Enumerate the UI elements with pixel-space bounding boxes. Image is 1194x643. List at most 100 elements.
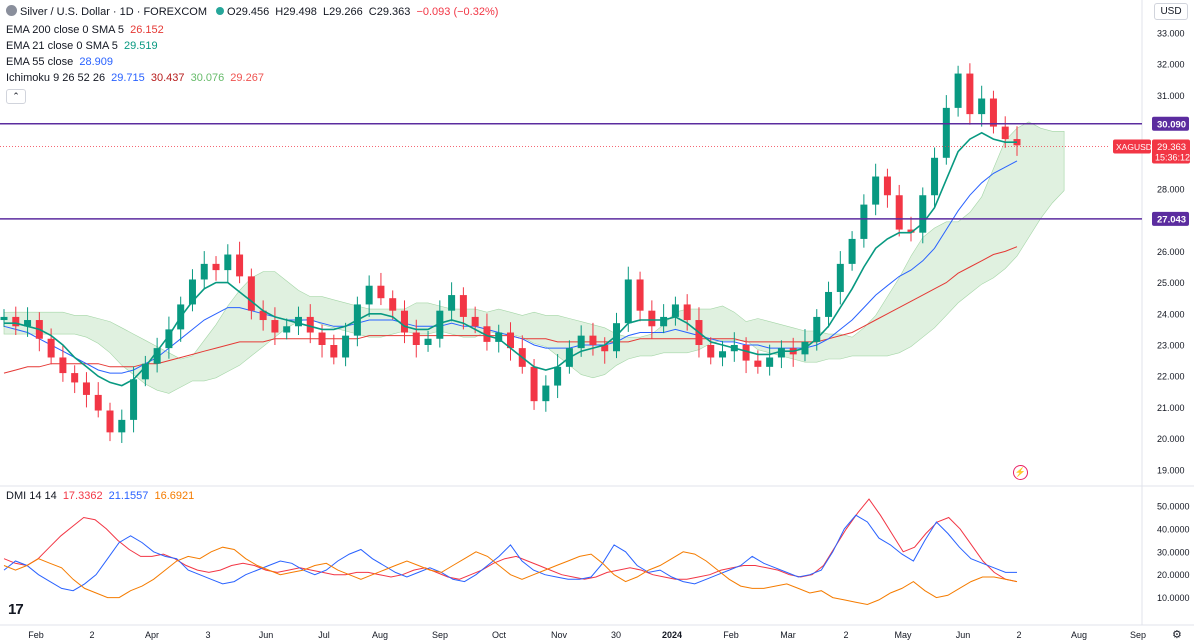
candle-body [989, 98, 997, 127]
candle-body [577, 335, 585, 349]
candle [860, 194, 868, 248]
legend-ema-55[interactable]: EMA 55 close 28.909 [6, 54, 116, 70]
candle-body [377, 285, 385, 299]
candle [954, 65, 962, 117]
candle-body [624, 279, 632, 324]
candle [660, 304, 668, 334]
candle-body [106, 410, 114, 433]
collapse-legend-button[interactable]: ⌃ [6, 89, 26, 104]
candle [742, 337, 750, 374]
candle [24, 307, 32, 337]
candle-body [12, 316, 20, 327]
candle-body [118, 419, 126, 433]
candle [82, 372, 90, 408]
candle-body [636, 279, 644, 311]
candle [989, 90, 997, 134]
candle [978, 85, 986, 127]
dmi-line-plusdi [3, 514, 1017, 592]
price-axis-tick: 20.000 [1157, 434, 1185, 444]
candle [624, 266, 632, 332]
candle [259, 300, 267, 331]
candle-body [813, 316, 821, 342]
indicator-value: 21.1557 [108, 490, 149, 502]
candle [883, 168, 891, 208]
candle [342, 322, 350, 367]
tradingview-logo[interactable]: 17 [8, 601, 24, 618]
time-axis-tick: 2 [843, 630, 848, 640]
symbol-title[interactable]: Silver / U.S. Dollar · 1D · FOREXCOM [20, 6, 208, 18]
candle [895, 184, 903, 237]
last-price-tag-bg [1152, 139, 1190, 164]
time-axis-tick: 3 [205, 630, 210, 640]
indicator-label: EMA 21 close 0 SMA 5 [6, 40, 118, 52]
ichimoku-cloud [3, 121, 1065, 394]
time-axis-tick: Aug [372, 630, 388, 640]
candle-body [153, 348, 161, 364]
candle-body [141, 363, 149, 380]
candle-body [330, 345, 338, 358]
candle [919, 187, 927, 244]
candle [283, 318, 291, 340]
candle-body [318, 332, 326, 345]
candle-body [483, 326, 491, 342]
candle-body [294, 316, 302, 327]
candle [825, 281, 833, 328]
candle-body [601, 345, 609, 352]
candle-body [825, 291, 833, 317]
candle-body [848, 238, 856, 264]
price-axis-tick: 31.000 [1157, 91, 1185, 101]
indicator-label: DMI 14 14 [6, 490, 57, 502]
dmi-axis-tick: 10.0000 [1157, 593, 1190, 603]
ohlc-change: −0.093 (−0.32%) [416, 6, 499, 18]
gear-icon[interactable]: ⚙ [1172, 629, 1182, 641]
candle-body [648, 310, 656, 327]
time-axis-tick: Jul [318, 630, 330, 640]
candle [294, 306, 302, 336]
candle [589, 322, 597, 356]
candle [224, 244, 232, 283]
candle [777, 340, 785, 369]
candle-body [306, 316, 314, 333]
candle [153, 337, 161, 373]
candle [766, 344, 774, 376]
price-axis-tick: 33.000 [1157, 29, 1185, 39]
time-axis-tick: Mar [780, 630, 796, 640]
price-axis-tick: 24.000 [1157, 309, 1185, 319]
currency-button[interactable]: USD [1154, 3, 1188, 20]
candle [59, 344, 67, 382]
candle [271, 307, 279, 345]
legend-ema-21[interactable]: EMA 21 close 0 SMA 5 29.519 [6, 38, 161, 54]
candle [483, 313, 491, 351]
legend-dmi[interactable]: DMI 14 14 17.3362 21.1557 16.6921 [6, 488, 197, 504]
time-axis-tick: Feb [723, 630, 739, 640]
legend-ema-200[interactable]: EMA 200 close 0 SMA 5 26.152 [6, 22, 167, 38]
candle-body [130, 379, 138, 420]
candle-body [400, 310, 408, 333]
candle [188, 269, 196, 312]
candle [400, 300, 408, 344]
candle [94, 382, 102, 418]
symbol-tag-bg [1113, 139, 1151, 154]
candle-body [507, 332, 514, 349]
candle-body [200, 263, 208, 280]
candle [636, 271, 644, 322]
candle [165, 316, 173, 359]
candle-body [966, 73, 974, 115]
dmi-axis-tick: 20.0000 [1157, 570, 1190, 580]
candle [365, 275, 373, 317]
candle-body [660, 316, 668, 327]
candle-body [671, 304, 679, 317]
candle-body [47, 338, 55, 358]
candle-body [436, 310, 444, 339]
indicator-value: 26.152 [130, 24, 164, 36]
legend-ichimoku[interactable]: Ichimoku 9 26 52 26 29.715 30.437 30.076… [6, 70, 267, 86]
time-axis-tick: 2 [89, 630, 94, 640]
lightning-icon[interactable]: ⚡ [1013, 465, 1028, 480]
candle-body [448, 295, 456, 311]
candle [671, 296, 679, 326]
candle [848, 231, 856, 271]
candle-body [860, 204, 868, 239]
candle-body [412, 332, 420, 345]
